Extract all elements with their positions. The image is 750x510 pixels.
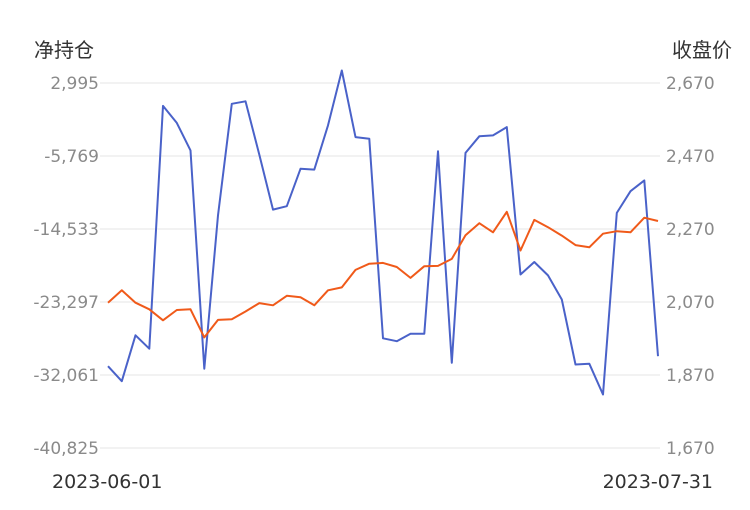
left-tick-label: 2,995 xyxy=(50,74,99,94)
left-axis-ticks: 2,995 -5,769 -14,533 -23,297 -32,061 -40,825 xyxy=(33,74,99,459)
right-tick-label: 1,670 xyxy=(666,439,715,459)
x-label-start: 2023-06-01 xyxy=(52,471,162,493)
right-tick-label: 1,870 xyxy=(666,366,715,386)
left-tick-label: -40,825 xyxy=(33,439,99,459)
right-tick-label: 2,670 xyxy=(666,74,715,94)
net-position-line xyxy=(107,69,659,396)
right-axis-ticks: 2,670 2,470 2,270 2,070 1,870 1,670 xyxy=(666,74,715,459)
x-label-end: 2023-07-31 xyxy=(603,471,713,493)
right-tick-label: 2,070 xyxy=(666,293,715,313)
right-tick-label: 2,470 xyxy=(666,147,715,167)
left-tick-label: -32,061 xyxy=(33,366,99,386)
right-axis-title: 收盘价 xyxy=(672,38,732,62)
close-price-line xyxy=(107,210,659,339)
left-tick-label: -14,533 xyxy=(33,220,99,240)
left-axis-title: 净持仓 xyxy=(34,38,94,62)
gridlines xyxy=(100,82,660,449)
left-tick-label: -23,297 xyxy=(33,293,99,313)
right-tick-label: 2,270 xyxy=(666,220,715,240)
left-tick-label: -5,769 xyxy=(44,147,99,167)
